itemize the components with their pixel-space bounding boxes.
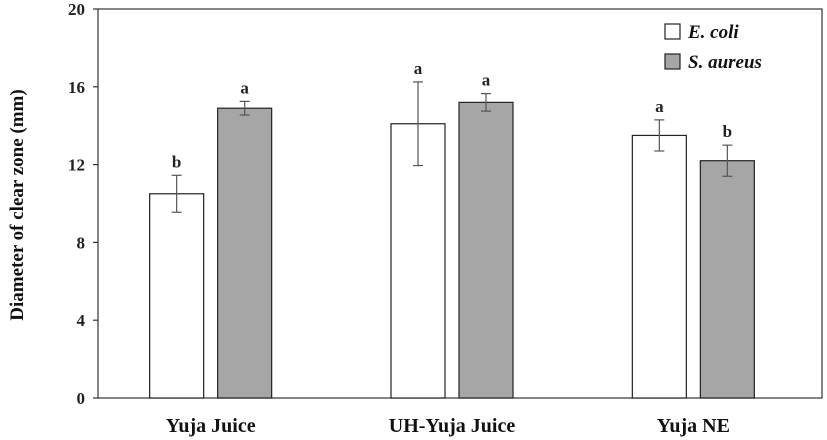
- y-tick-label: 12: [68, 156, 85, 175]
- y-tick-label: 8: [77, 233, 86, 252]
- bar: [458, 101, 514, 399]
- legend-swatch: [664, 53, 681, 70]
- bar: [149, 193, 205, 399]
- y-tick-label: 20: [68, 0, 85, 19]
- x-category-label: Yuja NE: [657, 415, 730, 437]
- y-tick-label: 0: [77, 389, 86, 408]
- significance-label: a: [240, 78, 249, 97]
- significance-label: a: [655, 97, 664, 116]
- legend-label: E. coli: [687, 22, 739, 43]
- x-category-label: UH-Yuja Juice: [389, 415, 516, 437]
- significance-label: a: [482, 71, 491, 90]
- x-category-label: Yuja Juice: [166, 415, 256, 437]
- legend-label: S. aureus: [688, 52, 762, 73]
- legend-swatch: [664, 23, 681, 40]
- plot-area: 0 4 8 12 16 20 b a a a a b Yuja Juice UH-Yuja Juice Yu…: [68, 0, 823, 437]
- significance-label: a: [414, 59, 423, 78]
- y-axis-title: Diameter of clear zone (mm): [7, 89, 28, 320]
- bar: [390, 123, 446, 399]
- bar: [699, 160, 755, 399]
- y-tick-label: 4: [77, 311, 86, 330]
- significance-label: b: [723, 122, 732, 141]
- bar: [217, 107, 273, 399]
- y-tick-label: 16: [68, 78, 85, 97]
- significance-label: b: [172, 152, 181, 171]
- bar: [631, 134, 687, 399]
